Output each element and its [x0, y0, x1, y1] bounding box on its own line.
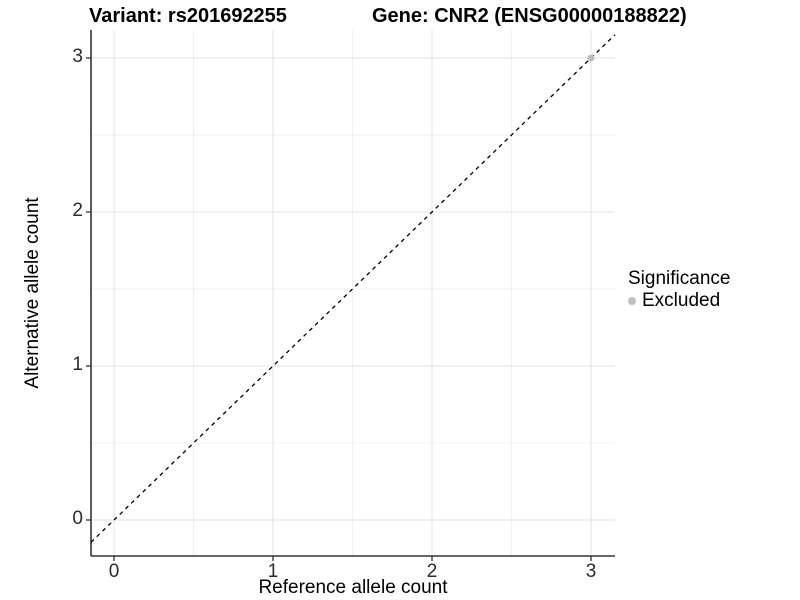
- excluded-point-icon: [628, 297, 636, 305]
- plot-title-variant: Variant: rs201692255: [89, 5, 287, 27]
- legend-title: Significance: [628, 268, 731, 289]
- y-axis-title: Alternative allele count: [22, 197, 43, 389]
- y-tick-label-2: 2: [72, 200, 83, 221]
- x-tick-label-1: 1: [267, 561, 279, 582]
- x-tick-label-3: 3: [585, 561, 597, 582]
- y-tick-label-3: 3: [72, 46, 83, 67]
- legend: Significance Excluded: [628, 268, 730, 312]
- y-tick-label-0: 0: [72, 508, 83, 529]
- x-tick-label-2: 2: [426, 561, 438, 582]
- x-axis-title: Reference allele count: [258, 577, 448, 598]
- y-tick-label-1: 1: [72, 354, 83, 375]
- legend-item-excluded: Excluded: [628, 290, 730, 312]
- plot-title-gene: Gene: CNR2 (ENSG00000188822): [372, 5, 687, 27]
- legend-item-label: Excluded: [642, 290, 721, 311]
- x-tick-label-0: 0: [108, 561, 120, 582]
